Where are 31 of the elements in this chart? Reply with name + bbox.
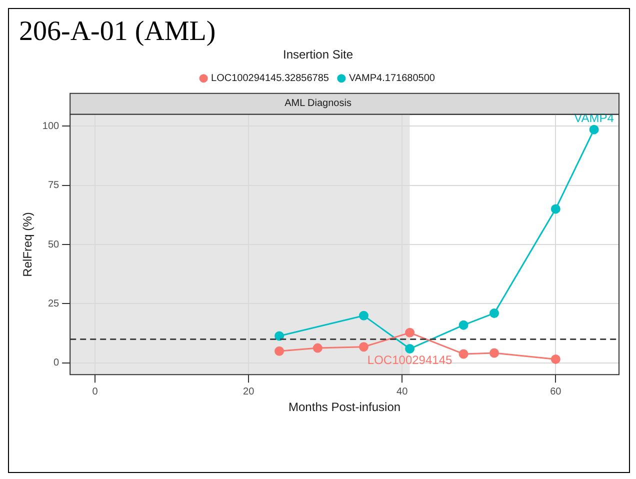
y-tick-label: 75 — [48, 180, 60, 192]
x-tick-label: 60 — [550, 386, 562, 398]
legend-label: VAMP4.171680500 — [348, 73, 436, 84]
point — [358, 342, 368, 352]
point — [489, 348, 499, 358]
y-tick-label: 0 — [54, 358, 60, 369]
chart-title: 206-A-01 (AML) — [18, 15, 217, 49]
point — [489, 308, 499, 318]
point — [550, 204, 560, 214]
y-tick-label: 25 — [48, 298, 60, 310]
point — [589, 124, 599, 134]
point — [405, 344, 415, 354]
x-axis-title: Months Post-infusion — [288, 400, 401, 414]
annotation: LOC100294145 — [367, 352, 452, 367]
legend-title: Insertion Site — [282, 47, 354, 62]
point — [458, 349, 468, 359]
point — [312, 343, 322, 353]
point — [358, 310, 368, 320]
y-tick-label: 50 — [48, 239, 60, 250]
x-tick-label: 0 — [92, 386, 98, 398]
point — [550, 354, 560, 364]
y-tick-label: 100 — [42, 120, 60, 132]
chart-subtitle: AML Diagnosis — [284, 98, 352, 110]
point — [274, 346, 284, 356]
point — [274, 331, 284, 341]
x-tick-label: 20 — [243, 386, 255, 398]
x-tick-label: 40 — [396, 386, 408, 398]
legend-label: LOC100294145.32856785 — [211, 73, 330, 84]
point — [458, 320, 468, 330]
y-axis-title: RelFreq (%) — [20, 212, 35, 277]
point — [405, 328, 415, 338]
